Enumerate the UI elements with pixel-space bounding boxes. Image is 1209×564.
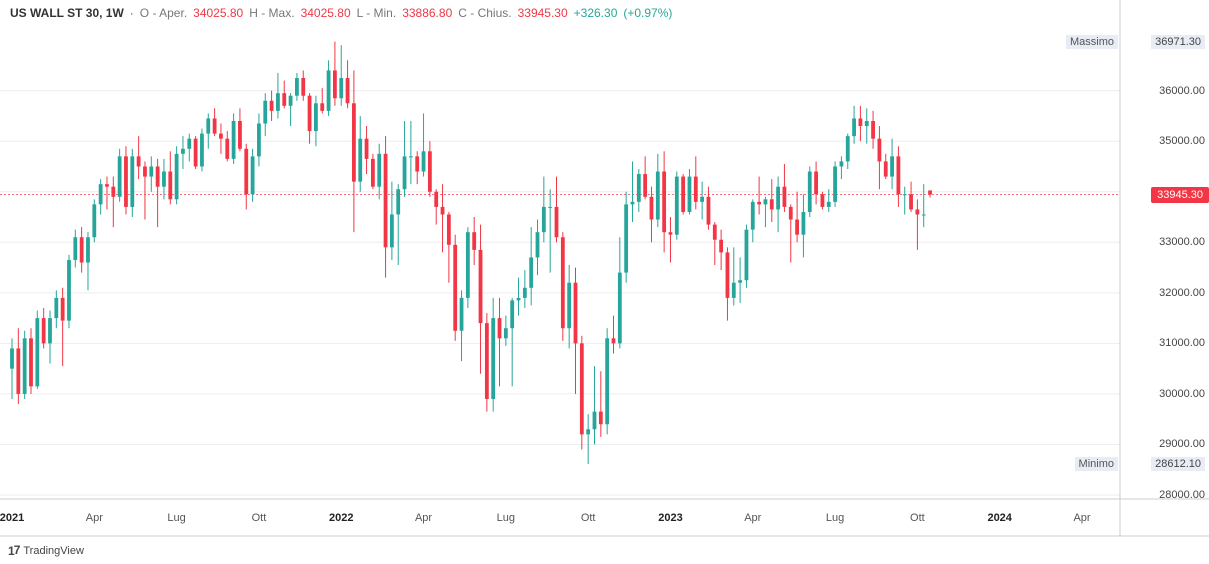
x-axis-tick-label: 2022 [329, 512, 353, 524]
y-axis-tick-label: 29000.00 [1159, 438, 1205, 450]
x-axis-tick-label: Apr [1073, 512, 1090, 524]
attribution[interactable]: 17 TradingView [8, 544, 84, 558]
x-axis-tick-label: Apr [744, 512, 761, 524]
x-axis-tick-label: Ott [252, 512, 267, 524]
x-axis-tick-label: Ott [581, 512, 596, 524]
extreme-max-value: 36971.30 [1151, 35, 1205, 49]
y-axis-tick-label: 33000.00 [1159, 236, 1205, 248]
x-axis-tick-label: 2023 [658, 512, 682, 524]
x-axis-tick-label: Ott [910, 512, 925, 524]
y-axis-tick-label: 30000.00 [1159, 388, 1205, 400]
x-axis-tick-label: 2021 [0, 512, 24, 524]
y-axis-tick-label: 36000.00 [1159, 85, 1205, 97]
tradingview-logo-icon: 17 [8, 544, 19, 558]
current-price-badge: 33945.30 [1151, 187, 1209, 203]
extreme-max-label: Massimo [1066, 35, 1118, 49]
extreme-min-label: Minimo [1075, 457, 1118, 471]
y-axis-tick-label: 31000.00 [1159, 337, 1205, 349]
x-axis-tick-label: Lug [826, 512, 844, 524]
x-axis-tick-label: 2024 [987, 512, 1011, 524]
x-axis-tick-label: Apr [415, 512, 432, 524]
extreme-min-value: 28612.10 [1151, 457, 1205, 471]
attribution-text: TradingView [23, 545, 84, 557]
y-axis-tick-label: 32000.00 [1159, 287, 1205, 299]
candlestick-chart[interactable] [0, 0, 1209, 564]
x-axis-tick-label: Lug [497, 512, 515, 524]
x-axis-tick-label: Apr [86, 512, 103, 524]
y-axis-tick-label: 35000.00 [1159, 135, 1205, 147]
x-axis-tick-label: Lug [167, 512, 185, 524]
y-axis-tick-label: 28000.00 [1159, 489, 1205, 501]
